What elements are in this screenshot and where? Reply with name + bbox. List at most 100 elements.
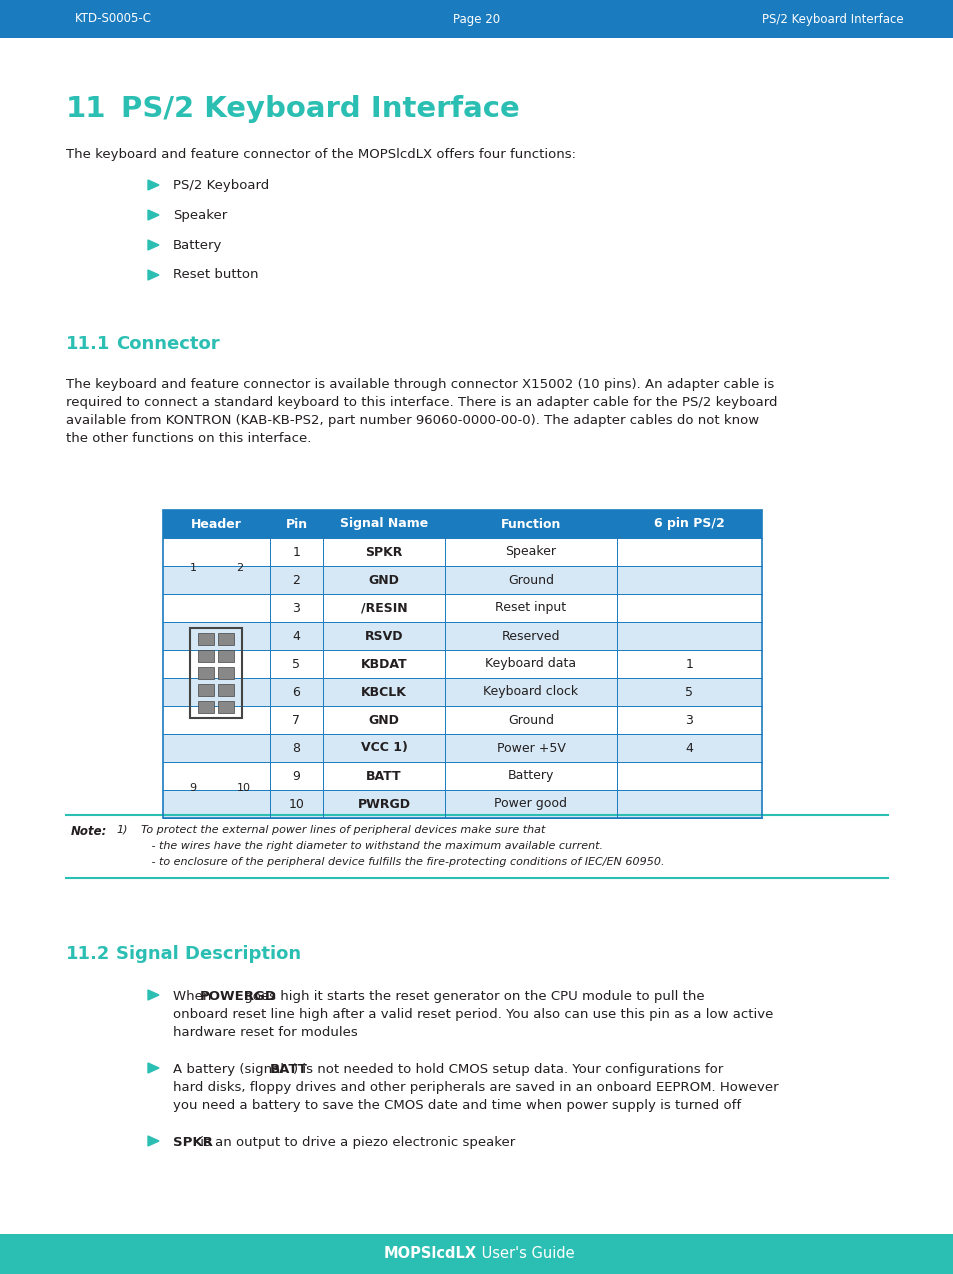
Text: PS/2 Keyboard: PS/2 Keyboard	[172, 178, 269, 191]
Text: A battery (signal: A battery (signal	[172, 1063, 288, 1077]
Text: Battery: Battery	[172, 238, 222, 251]
Text: Power +5V: Power +5V	[497, 741, 565, 754]
Text: Speaker: Speaker	[172, 209, 227, 222]
Text: 4: 4	[293, 629, 300, 642]
Text: RSVD: RSVD	[364, 629, 403, 642]
Bar	[163, 678, 761, 706]
Text: Signal Description: Signal Description	[116, 945, 301, 963]
Bar	[163, 510, 761, 538]
Bar	[163, 790, 761, 818]
Text: SPKR: SPKR	[172, 1136, 213, 1149]
Text: Power good: Power good	[494, 798, 567, 810]
Text: Signal Name: Signal Name	[339, 517, 428, 530]
Bar	[218, 668, 234, 679]
Bar	[163, 706, 761, 734]
Text: Pin: Pin	[285, 517, 307, 530]
Text: KBDAT: KBDAT	[360, 657, 407, 670]
Text: Ground: Ground	[507, 573, 554, 586]
Text: 8: 8	[293, 741, 300, 754]
Bar	[198, 668, 214, 679]
Text: 1): 1)	[116, 826, 128, 834]
Bar	[0, 0, 953, 38]
Text: Header: Header	[191, 517, 242, 530]
Text: 6 pin PS/2: 6 pin PS/2	[654, 517, 724, 530]
Text: 9: 9	[293, 769, 300, 782]
Bar	[218, 701, 234, 713]
Bar	[163, 594, 761, 622]
Text: Reserved: Reserved	[501, 629, 559, 642]
Text: required to connect a standard keyboard to this interface. There is an adapter c: required to connect a standard keyboard …	[66, 396, 777, 409]
Text: MOPSlcdLX: MOPSlcdLX	[383, 1246, 476, 1261]
Text: 2: 2	[236, 563, 243, 573]
Polygon shape	[148, 1136, 159, 1147]
Text: 11.1: 11.1	[66, 335, 111, 353]
Text: BATT: BATT	[366, 769, 401, 782]
Text: Note:: Note:	[71, 826, 108, 838]
Text: Connector: Connector	[116, 335, 219, 353]
Text: Speaker: Speaker	[505, 545, 556, 558]
Text: ) is not needed to hold CMOS setup data. Your configurations for: ) is not needed to hold CMOS setup data.…	[293, 1063, 722, 1077]
Text: Function: Function	[500, 517, 560, 530]
Text: 10: 10	[288, 798, 304, 810]
Polygon shape	[148, 240, 159, 250]
Text: GND: GND	[368, 573, 399, 586]
Text: 6: 6	[293, 685, 300, 698]
Text: 4: 4	[685, 741, 693, 754]
Text: PS/2 Keyboard Interface: PS/2 Keyboard Interface	[761, 13, 903, 25]
Text: is an output to drive a piezo electronic speaker: is an output to drive a piezo electronic…	[195, 1136, 515, 1149]
Text: 1: 1	[685, 657, 693, 670]
Polygon shape	[148, 180, 159, 190]
Bar	[163, 538, 761, 566]
Text: PS/2 Keyboard Interface: PS/2 Keyboard Interface	[121, 96, 519, 124]
Bar	[163, 762, 761, 790]
Text: Page 20: Page 20	[453, 13, 500, 25]
Text: Keyboard data: Keyboard data	[485, 657, 576, 670]
Text: onboard reset line high after a valid reset period. You also can use this pin as: onboard reset line high after a valid re…	[172, 1008, 773, 1020]
Text: 9: 9	[190, 784, 196, 792]
Polygon shape	[148, 990, 159, 1000]
Text: hardware reset for modules: hardware reset for modules	[172, 1026, 357, 1040]
Text: Reset input: Reset input	[495, 601, 566, 614]
Bar	[163, 734, 761, 762]
Text: KTD-S0005-C: KTD-S0005-C	[75, 13, 152, 25]
Polygon shape	[148, 270, 159, 280]
Bar	[218, 684, 234, 696]
Text: Reset button: Reset button	[172, 269, 258, 282]
Text: - to enclosure of the peripheral device fulfills the fire-protecting conditions : - to enclosure of the peripheral device …	[141, 857, 664, 868]
Text: /RESIN: /RESIN	[360, 601, 407, 614]
Bar	[0, 1235, 953, 1274]
Text: VCC 1): VCC 1)	[360, 741, 407, 754]
Text: SPKR: SPKR	[365, 545, 402, 558]
Text: 5: 5	[685, 685, 693, 698]
Polygon shape	[148, 1063, 159, 1073]
Text: 3: 3	[293, 601, 300, 614]
Text: User's Guide: User's Guide	[476, 1246, 574, 1261]
Text: 3: 3	[685, 713, 693, 726]
Text: 11: 11	[66, 96, 107, 124]
Text: 1: 1	[190, 563, 196, 573]
Text: you need a battery to save the CMOS date and time when power supply is turned of: you need a battery to save the CMOS date…	[172, 1099, 740, 1112]
Text: - the wires have the right diameter to withstand the maximum available current.: - the wires have the right diameter to w…	[141, 841, 602, 851]
Text: 7: 7	[293, 713, 300, 726]
Text: When: When	[172, 990, 215, 1003]
Text: Battery: Battery	[507, 769, 554, 782]
Bar	[191, 628, 242, 719]
Text: 11.2: 11.2	[66, 945, 111, 963]
Bar	[198, 650, 214, 662]
Text: 5: 5	[293, 657, 300, 670]
Text: To protect the external power lines of peripheral devices make sure that: To protect the external power lines of p…	[141, 826, 545, 834]
Polygon shape	[148, 210, 159, 220]
Text: the other functions on this interface.: the other functions on this interface.	[66, 432, 311, 445]
Text: PWRGD: PWRGD	[357, 798, 410, 810]
Text: KBCLK: KBCLK	[360, 685, 407, 698]
Bar	[218, 633, 234, 645]
Bar	[218, 650, 234, 662]
Bar	[163, 650, 761, 678]
Bar	[163, 566, 761, 594]
Text: 2: 2	[293, 573, 300, 586]
Bar	[198, 684, 214, 696]
Bar	[0, 28, 953, 38]
Bar	[198, 701, 214, 713]
Text: Keyboard clock: Keyboard clock	[483, 685, 578, 698]
Text: GND: GND	[368, 713, 399, 726]
